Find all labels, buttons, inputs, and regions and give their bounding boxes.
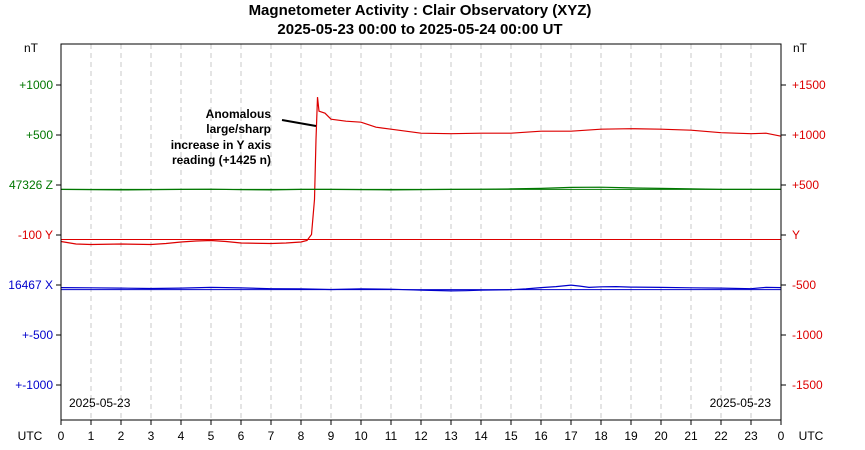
x-tick-label-24: 0 [778,429,785,443]
right-axis-label-3: Y [792,228,800,242]
x-axis-label-left: UTC [18,429,43,443]
x-tick-label-20: 20 [654,429,668,443]
annotation: Anomalous large/sharp increase in Y axis… [171,107,317,167]
date-label-right: 2025-05-23 [710,396,772,410]
x-axis-label-right: UTC [799,429,824,443]
x-tick-label-15: 15 [504,429,518,443]
x-tick-label-19: 19 [624,429,638,443]
x-tick-label-16: 16 [534,429,548,443]
left-unit-label: nT [24,41,39,55]
x-tick-label-8: 8 [298,429,305,443]
series-lines [60,97,782,292]
series-z-line [60,186,781,191]
x-tick-label-6: 6 [238,429,245,443]
left-axis-label-6: +-1000 [15,378,53,392]
chart-subtitle: 2025-05-23 00:00 to 2025-05-24 00:00 UT [277,21,562,38]
left-axis-label-2: 47326 Z [9,178,53,192]
x-tick-label-11: 11 [385,429,398,443]
x-tick-label-14: 14 [474,429,488,443]
date-label-left: 2025-05-23 [69,396,131,410]
x-tick-label-10: 10 [354,429,368,443]
left-axis-labels: +1000 +500 47326 Z -100 Y 16467 X +-500 +-1000 [8,78,61,392]
x-tick-label-22: 22 [714,429,728,443]
annotation-line-1: Anomalous [206,107,272,121]
left-axis-label-4: 16467 X [8,278,53,292]
x-tick-label-17: 17 [564,429,578,443]
x-tick-label-7: 7 [268,429,275,443]
annotation-pointer [281,119,317,127]
x-tick-label-4: 4 [178,429,185,443]
series-x-line [60,284,782,292]
baseline-lines [61,188,781,291]
x-tick-label-3: 3 [148,429,155,443]
x-tick-label-13: 13 [444,429,458,443]
x-tick-label-2: 2 [118,429,125,443]
right-axis-label-4: -500 [792,278,816,292]
x-tick-label-0: 0 [58,429,65,443]
series-y-line [60,97,782,246]
left-axis-label-0: +1000 [19,78,53,92]
annotation-line-2: large/sharp [206,122,271,136]
left-axis-label-5: +-500 [22,328,53,342]
chart-title: Magnetometer Activity : Clair Observator… [249,2,592,19]
right-axis-label-5: -1000 [792,328,823,342]
x-tick-label-23: 23 [744,429,758,443]
x-tick-label-1: 1 [88,429,95,443]
x-axis-ticks: 0 1 2 3 4 5 6 7 8 9 10 11 12 13 14 15 16 17 18 19 20 21 22 23 0 [58,420,785,443]
left-axis-label-1: +500 [26,128,53,142]
x-tick-label-18: 18 [594,429,608,443]
right-axis-label-6: -1500 [792,378,823,392]
x-tick-label-21: 21 [684,429,698,443]
right-axis-label-2: +500 [792,178,819,192]
annotation-line-4: reading (+1425 n) [172,153,271,167]
x-tick-label-12: 12 [414,429,428,443]
grid-lines [90,44,752,420]
right-axis-label-1: +1000 [792,128,826,142]
left-axis-label-3: -100 Y [18,228,53,242]
right-axis-label-0: +1500 [792,78,826,92]
right-unit-label: nT [793,41,808,55]
annotation-line-3: increase in Y axis [171,138,272,152]
x-tick-label-5: 5 [208,429,215,443]
right-axis-labels: +1500 +1000 +500 Y -500 -1000 -1500 [781,78,826,392]
x-tick-label-9: 9 [328,429,335,443]
